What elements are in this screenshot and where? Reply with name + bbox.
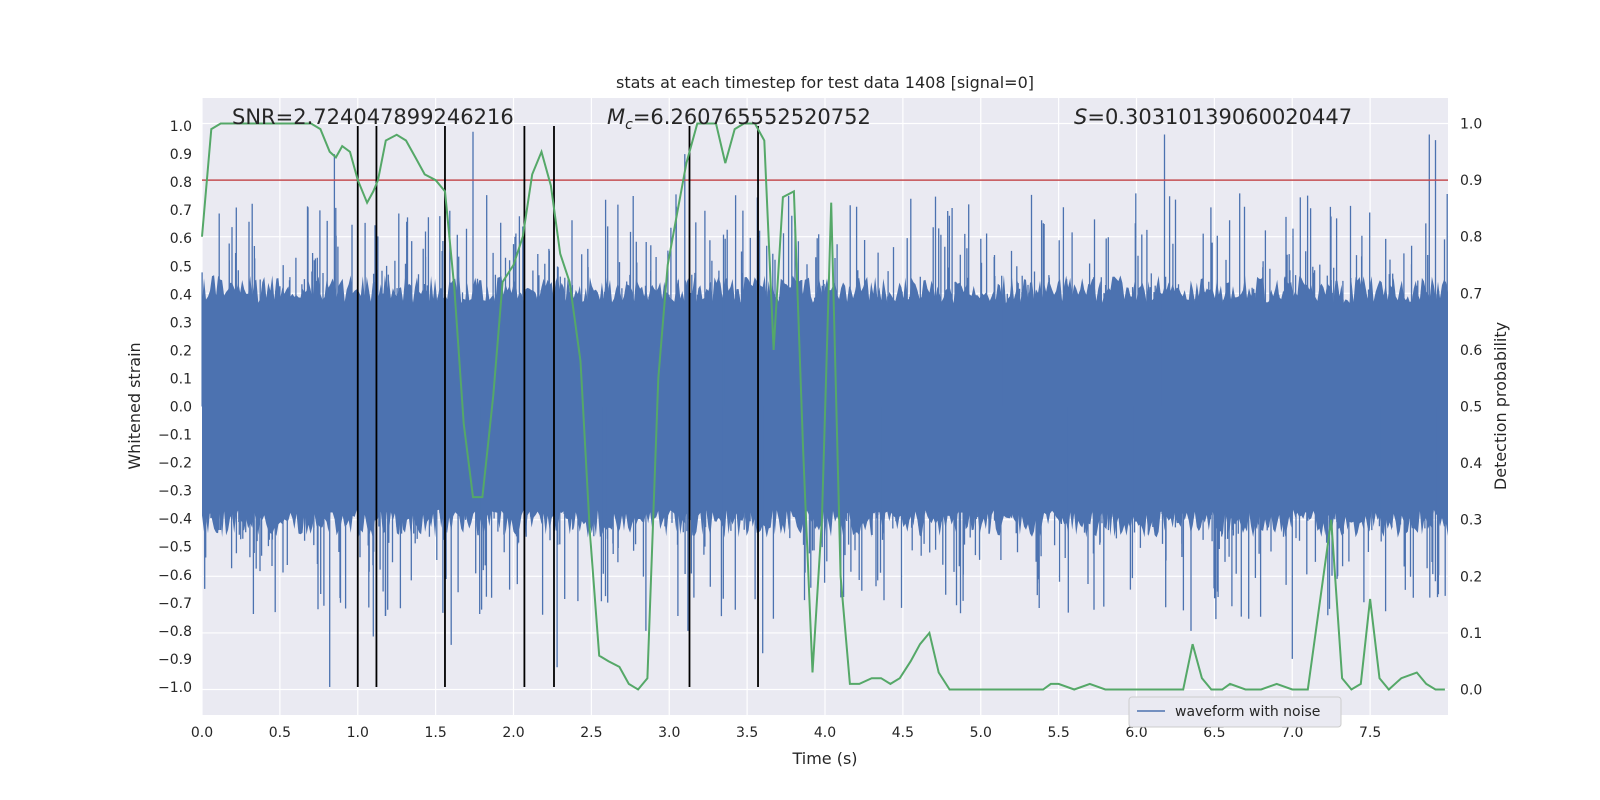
y-tick-label-20: −1.0 bbox=[158, 680, 192, 696]
x-tick-label-8: 4.0 bbox=[814, 725, 836, 741]
y-tick-label-5: 0.5 bbox=[170, 259, 192, 275]
s-value: =0.30310139060020447 bbox=[1087, 105, 1352, 129]
y-tick-label-11: −0.1 bbox=[158, 428, 192, 444]
x-axis-label: Time (s) bbox=[791, 749, 857, 768]
y-tick-label-6: 0.4 bbox=[170, 287, 192, 303]
y-tick-label-8: 0.2 bbox=[170, 343, 192, 359]
y-tick-label-19: −0.9 bbox=[158, 652, 192, 668]
y-tick-label-4: 0.6 bbox=[170, 231, 192, 247]
y-tick-label-14: −0.4 bbox=[158, 512, 192, 528]
y-tick-label-17: −0.7 bbox=[158, 596, 192, 612]
x-tick-label-13: 6.5 bbox=[1203, 725, 1225, 741]
y2-tick-label-2: 0.8 bbox=[1460, 230, 1482, 246]
s-annotation: S=0.30310139060020447 bbox=[1074, 105, 1352, 129]
y-tick-label-3: 0.7 bbox=[170, 203, 192, 219]
y-tick-label-12: −0.2 bbox=[158, 456, 192, 472]
probability-series bbox=[201, 122, 1445, 691]
s-symbol: S bbox=[1074, 105, 1087, 129]
y2-tick-label-1: 0.9 bbox=[1460, 173, 1482, 189]
y-tick-label-2: 0.8 bbox=[170, 175, 192, 191]
y2-tick-label-4: 0.6 bbox=[1460, 343, 1482, 359]
y2-tick-label-7: 0.3 bbox=[1460, 513, 1482, 529]
x-ticks: 0.0 0.5 1.0 1.5 2.0 2.5 3.0 3.5 4.0 4.5 5.0 5.5 6.0 6… bbox=[191, 725, 1381, 741]
y2-tick-label-5: 0.5 bbox=[1460, 400, 1482, 416]
y2-axis-label: Detection probability bbox=[1491, 322, 1510, 490]
x-tick-label-12: 6.0 bbox=[1125, 725, 1147, 741]
y-ticks: 1.0 0.9 0.8 0.7 0.6 0.5 0.4 0.3 0.2 0.1 0.0 −0.1 −0.… bbox=[158, 119, 192, 696]
x-tick-label-9: 4.5 bbox=[892, 725, 914, 741]
y-tick-label-18: −0.8 bbox=[158, 624, 192, 640]
x-tick-label-3: 1.5 bbox=[424, 725, 446, 741]
x-tick-label-2: 1.0 bbox=[347, 725, 369, 741]
chart-title: stats at each timestep for test data 140… bbox=[616, 73, 1034, 92]
y2-tick-label-6: 0.4 bbox=[1460, 456, 1482, 472]
x-tick-label-1: 0.5 bbox=[269, 725, 291, 741]
x-tick-label-4: 2.0 bbox=[502, 725, 524, 741]
y-tick-label-0: 1.0 bbox=[170, 119, 192, 135]
detection-probability-line bbox=[201, 122, 1445, 691]
y2-tick-label-8: 0.2 bbox=[1460, 569, 1482, 585]
y-tick-label-13: −0.3 bbox=[158, 484, 192, 500]
y-tick-label-15: −0.5 bbox=[158, 540, 192, 556]
x-tick-label-5: 2.5 bbox=[580, 725, 602, 741]
x-tick-label-0: 0.0 bbox=[191, 725, 213, 741]
y-tick-label-7: 0.3 bbox=[170, 315, 192, 331]
chirp-mass-symbol: M bbox=[607, 105, 625, 129]
y-tick-label-10: 0.0 bbox=[170, 400, 192, 416]
x-tick-label-15: 7.5 bbox=[1359, 725, 1381, 741]
legend: waveform with noise bbox=[1128, 696, 1342, 728]
chirp-mass-annotation: Mc=6.260765552520752 bbox=[607, 105, 871, 133]
y-tick-label-1: 0.9 bbox=[170, 147, 192, 163]
chirp-mass-value: =6.260765552520752 bbox=[633, 105, 871, 129]
x-tick-label-11: 5.5 bbox=[1047, 725, 1069, 741]
chirp-mass-subscript: c bbox=[625, 117, 633, 133]
legend-box bbox=[1128, 696, 1342, 728]
x-tick-label-10: 5.0 bbox=[970, 725, 992, 741]
y2-tick-label-9: 0.1 bbox=[1460, 626, 1482, 642]
y-tick-label-16: −0.6 bbox=[158, 568, 192, 584]
x-tick-label-14: 7.0 bbox=[1281, 725, 1303, 741]
y-axis-label: Whitened strain bbox=[125, 342, 144, 469]
y2-ticks: 1.0 0.9 0.8 0.7 0.6 0.5 0.4 0.3 0.2 0.1 0.0 bbox=[1460, 116, 1482, 698]
x-tick-label-7: 3.5 bbox=[736, 725, 758, 741]
y-tick-label-9: 0.1 bbox=[170, 371, 192, 387]
y2-tick-label-0: 1.0 bbox=[1460, 116, 1482, 132]
y2-tick-label-10: 0.0 bbox=[1460, 683, 1482, 699]
legend-label-waveform: waveform with noise bbox=[1175, 704, 1320, 720]
snr-annotation: SNR=2.724047899246216 bbox=[232, 105, 514, 129]
y2-tick-label-3: 0.7 bbox=[1460, 286, 1482, 302]
x-tick-label-6: 3.0 bbox=[658, 725, 680, 741]
